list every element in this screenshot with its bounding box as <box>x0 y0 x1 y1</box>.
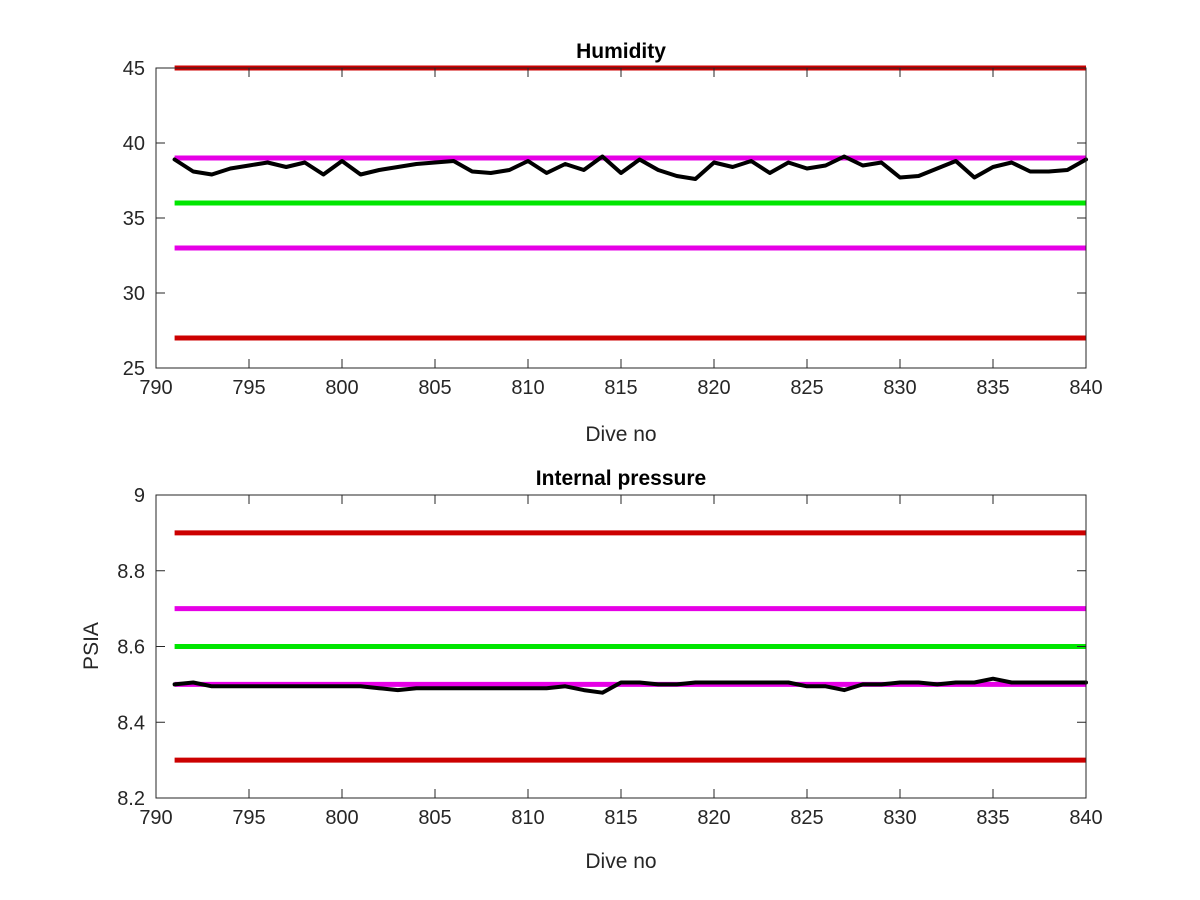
humidity-y-ticks: 25 30 35 40 45 <box>123 58 1086 380</box>
pressure-x-tick-label: 795 <box>232 807 265 829</box>
pressure-y-tick-label: 9 <box>134 485 145 507</box>
pressure-x-tick-label: 800 <box>325 807 358 829</box>
humidity-subplot: 790 795 800 805 810 815 820 825 830 835 840 25 30 35… <box>123 40 1103 446</box>
humidity-x-tick-label: 805 <box>418 377 451 399</box>
humidity-y-tick-label: 30 <box>123 283 145 305</box>
humidity-x-tick-label: 830 <box>883 377 916 399</box>
humidity-y-tick-label: 25 <box>123 358 145 380</box>
pressure-x-tick-label: 810 <box>511 807 544 829</box>
pressure-series-line-0 <box>172 676 1088 695</box>
pressure-y-ticks: 8.2 8.4 8.6 8.8 9 <box>117 485 1086 810</box>
pressure-x-tick-label: 825 <box>790 807 823 829</box>
humidity-y-tick-label: 40 <box>123 133 145 155</box>
humidity-x-tick-label: 840 <box>1069 377 1102 399</box>
pressure-x-tick-label: 805 <box>418 807 451 829</box>
pressure-x-ticks: 790 795 800 805 810 815 820 825 830 835 840 <box>139 495 1103 829</box>
pressure-x-tick-label: 815 <box>604 807 637 829</box>
pressure-y-tick-label: 8.4 <box>117 712 145 734</box>
humidity-y-tick-label: 35 <box>123 208 145 230</box>
humidity-x-tick-label: 790 <box>139 377 172 399</box>
pressure-series <box>172 676 1088 695</box>
humidity-title: Humidity <box>576 40 666 63</box>
pressure-x-tick-label: 835 <box>976 807 1009 829</box>
pressure-x-tick-label: 830 <box>883 807 916 829</box>
humidity-x-tick-label: 825 <box>790 377 823 399</box>
humidity-x-tick-label: 820 <box>697 377 730 399</box>
pressure-x-tick-label: 790 <box>139 807 172 829</box>
humidity-x-ticks: 790 795 800 805 810 815 820 825 830 835 840 <box>139 68 1103 399</box>
pressure-title: Internal pressure <box>536 467 706 490</box>
pressure-y-tick-label: 8.8 <box>117 561 145 583</box>
humidity-series-line-0 <box>172 154 1088 181</box>
pressure-y-label: PSIA <box>80 622 103 670</box>
pressure-y-tick-label: 8.6 <box>117 637 145 659</box>
humidity-x-tick-label: 815 <box>604 377 637 399</box>
humidity-y-tick-label: 45 <box>123 58 145 80</box>
humidity-x-label: Dive no <box>585 423 656 446</box>
humidity-x-tick-label: 810 <box>511 377 544 399</box>
pressure-x-tick-label: 820 <box>697 807 730 829</box>
humidity-x-tick-label: 795 <box>232 377 265 399</box>
humidity-series <box>172 154 1088 181</box>
pressure-subplot: 790 795 800 805 810 815 820 825 830 835 840 8.2 8.4… <box>80 467 1103 873</box>
pressure-x-label: Dive no <box>585 850 656 873</box>
pressure-y-tick-label: 8.2 <box>117 788 145 810</box>
humidity-x-tick-label: 835 <box>976 377 1009 399</box>
humidity-plot-area <box>156 68 1086 368</box>
humidity-x-tick-label: 800 <box>325 377 358 399</box>
pressure-x-tick-label: 840 <box>1069 807 1102 829</box>
